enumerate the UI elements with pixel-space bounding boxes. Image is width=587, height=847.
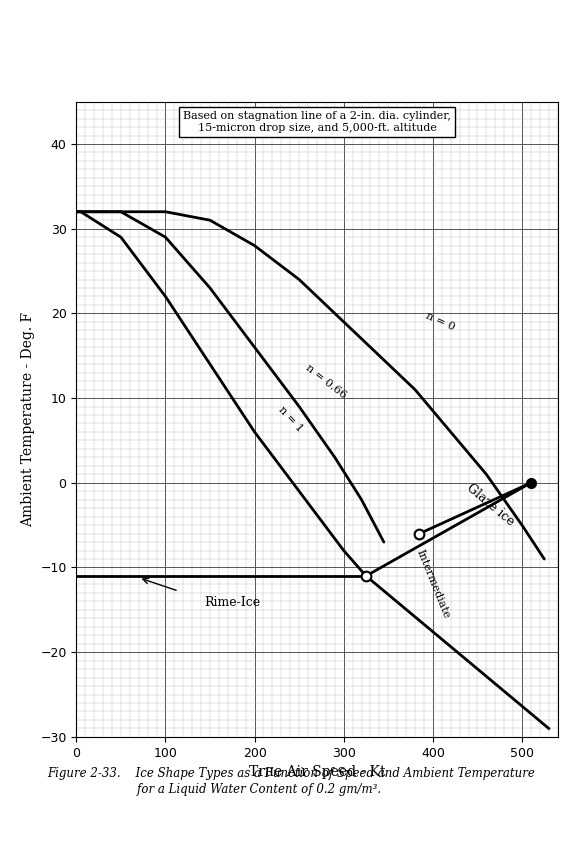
Text: Intermediate: Intermediate	[415, 548, 452, 620]
Y-axis label: Ambient Temperature - Deg. F: Ambient Temperature - Deg. F	[21, 312, 35, 527]
Text: Figure 2-33.    Ice Shape Types as a Function of Speed and Ambient Temperature: Figure 2-33. Ice Shape Types as a Functi…	[47, 767, 535, 779]
Text: Based on stagnation line of a 2-in. dia. cylinder,
15-micron drop size, and 5,00: Based on stagnation line of a 2-in. dia.…	[183, 111, 451, 133]
X-axis label: True Air Speed - Kt: True Air Speed - Kt	[249, 765, 385, 779]
Text: Rime-Ice: Rime-Ice	[204, 595, 261, 609]
Text: n = 0.66: n = 0.66	[303, 363, 348, 400]
Text: Glaze ice: Glaze ice	[464, 481, 517, 529]
Text: n = 1: n = 1	[277, 405, 305, 434]
Text: n = 0: n = 0	[424, 311, 456, 332]
Text: for a Liquid Water Content of 0.2 gm/m³.: for a Liquid Water Content of 0.2 gm/m³.	[47, 783, 381, 796]
